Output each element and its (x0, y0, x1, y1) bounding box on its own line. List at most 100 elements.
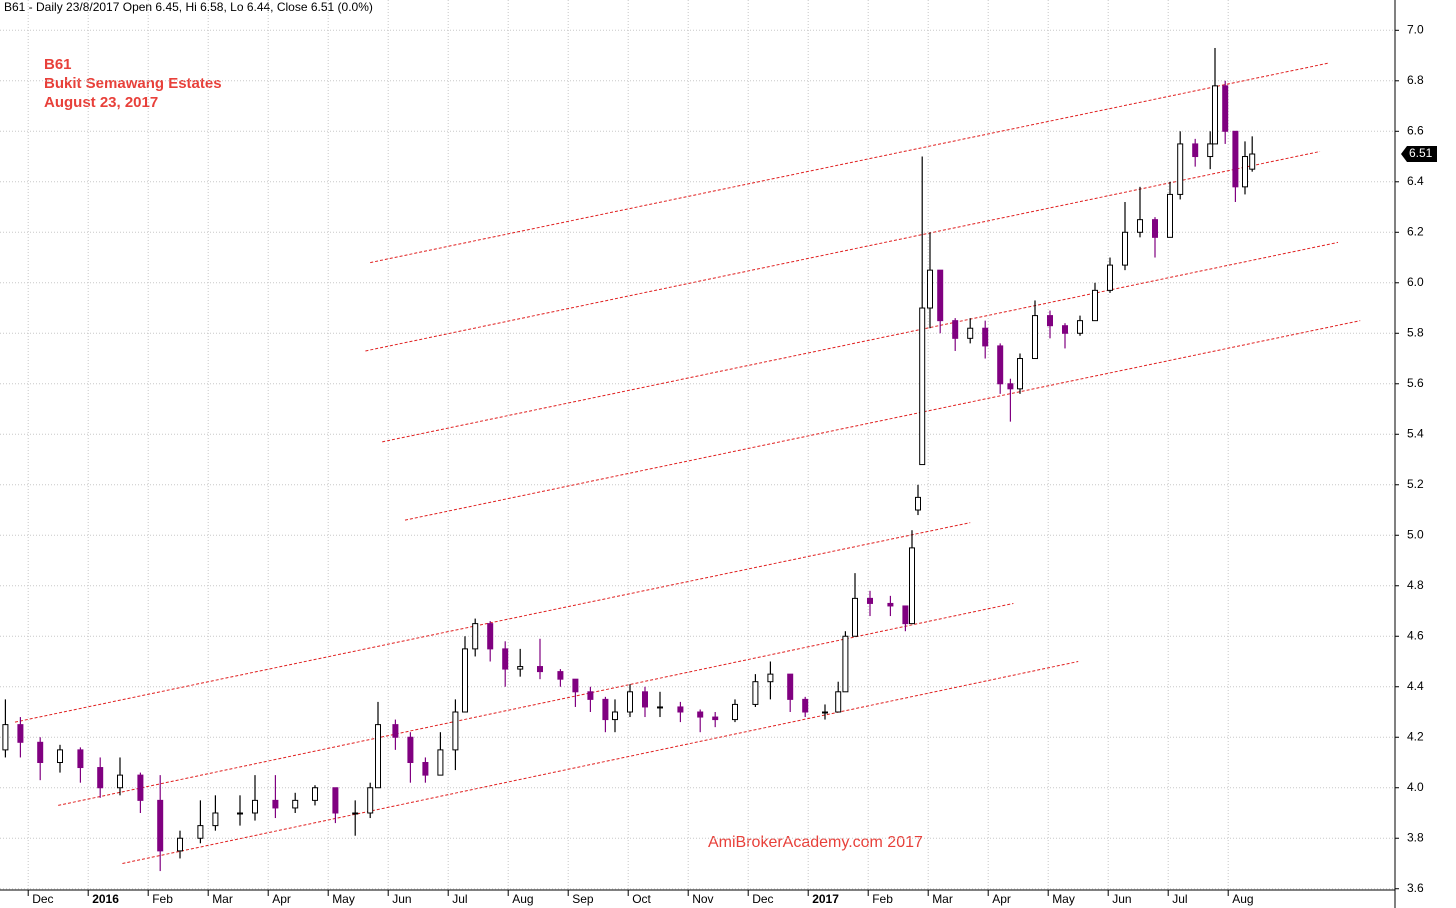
candle-body (472, 623, 479, 650)
candle-body (212, 812, 219, 827)
x-tick-label: May (332, 892, 355, 906)
candle-body (1167, 193, 1173, 238)
candle-body (802, 698, 809, 713)
channel-line (58, 602, 1014, 806)
candle-body (367, 787, 374, 814)
candle-body (1177, 143, 1184, 195)
channel-line (122, 661, 1079, 864)
candle-body (927, 269, 933, 309)
annotation: August 23, 2017 (44, 94, 158, 111)
candle-body (787, 673, 794, 700)
candle-body (1007, 383, 1014, 390)
candle-body (587, 691, 594, 700)
candle-body (732, 703, 738, 721)
y-tick-label: 4.2 (1407, 729, 1424, 743)
candle-body (867, 597, 873, 604)
x-tick-label: 2017 (812, 892, 839, 906)
annotation: B61 (44, 56, 72, 73)
x-tick-label: Nov (692, 892, 713, 906)
x-tick-label: Dec (752, 892, 773, 906)
candle-body (997, 345, 1004, 385)
candle-body (919, 307, 926, 466)
x-tick-label: 2016 (92, 892, 119, 906)
candle-body (1207, 143, 1214, 158)
x-tick-label: Jul (452, 892, 467, 906)
candle-body (657, 706, 663, 709)
y-tick-label: 5.6 (1407, 376, 1424, 390)
candle-body (767, 673, 774, 683)
candle-body (252, 799, 258, 814)
y-tick-label: 4.6 (1407, 628, 1424, 642)
candle-body (1152, 219, 1158, 238)
channel-line (404, 320, 1361, 521)
candle-body (1062, 325, 1068, 334)
candle-body (887, 602, 894, 607)
candle-body (437, 749, 444, 776)
candle-body (842, 635, 849, 693)
candle-body (1107, 264, 1113, 291)
candle-body (915, 496, 921, 511)
y-tick-label: 3.8 (1407, 830, 1424, 844)
y-tick-label: 7.0 (1407, 22, 1424, 36)
x-tick-label: May (1052, 892, 1075, 906)
candle-body (752, 681, 759, 705)
y-tick-label: 4.8 (1407, 578, 1424, 592)
candle-body (57, 749, 63, 763)
candle-body (177, 837, 183, 852)
x-tick-label: Sep (572, 892, 594, 906)
candle-body (1249, 153, 1256, 170)
channel-line (14, 522, 971, 723)
x-tick-label: Aug (512, 892, 533, 906)
x-tick-label: Feb (872, 892, 893, 906)
last-price-label: 6.51 (1409, 146, 1433, 160)
candle-body (642, 691, 648, 708)
candle-body (1092, 289, 1098, 322)
x-tick-label: Oct (632, 892, 651, 906)
candle-body (462, 648, 468, 713)
candle-body (602, 698, 609, 721)
candle-body (1032, 315, 1038, 360)
x-tick-label: Feb (152, 892, 173, 906)
candle-body (1242, 156, 1248, 188)
channel-line (382, 241, 1339, 443)
y-tick-label: 5.4 (1407, 426, 1424, 440)
candle-body (292, 799, 299, 809)
candle-body (572, 678, 579, 693)
candle-body (452, 711, 459, 751)
candle-body (137, 774, 144, 801)
channel-line (365, 150, 1321, 352)
candle-body (937, 269, 944, 322)
candle-body (852, 597, 858, 637)
watermark: AmiBrokerAcademy.com 2017 (708, 834, 923, 851)
candle-body (502, 648, 509, 670)
candle-body (517, 666, 524, 670)
candle-body (697, 711, 704, 718)
candle-body (407, 736, 414, 763)
candle-body (537, 666, 543, 673)
x-tick-label: Dec (32, 892, 53, 906)
y-tick-label: 6.8 (1407, 73, 1424, 87)
candle-body (677, 706, 684, 713)
candle-body (1122, 231, 1128, 266)
y-tick-label: 5.0 (1407, 527, 1424, 541)
candle-body (1212, 85, 1218, 145)
candle-body (97, 767, 104, 789)
x-tick-label: Jun (1112, 892, 1131, 906)
candle-body (77, 749, 84, 769)
x-tick-label: Mar (932, 892, 953, 906)
x-tick-label: Apr (992, 892, 1011, 906)
x-tick-label: Jul (1172, 892, 1187, 906)
candle-body (822, 711, 828, 714)
y-tick-label: 5.2 (1407, 477, 1424, 491)
x-tick-label: Apr (272, 892, 291, 906)
candle-body (909, 547, 915, 625)
candle-body (1232, 130, 1239, 188)
candle-body (612, 711, 618, 721)
candle-body (1077, 320, 1083, 334)
candle-body (487, 623, 494, 650)
y-tick-label: 6.0 (1407, 275, 1424, 289)
candle-body (1017, 358, 1023, 390)
y-tick-label: 3.6 (1407, 881, 1424, 895)
